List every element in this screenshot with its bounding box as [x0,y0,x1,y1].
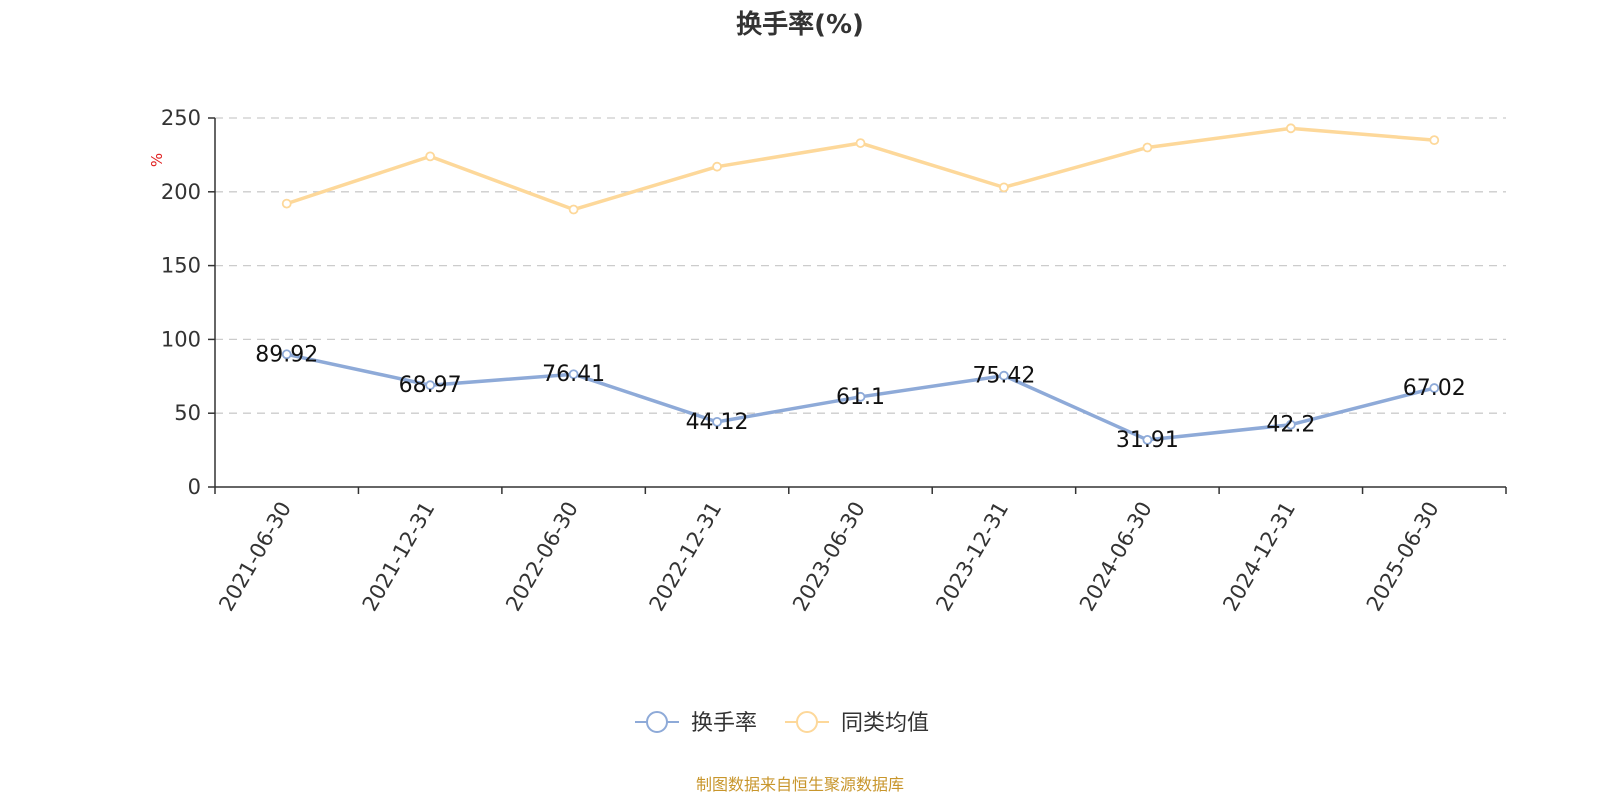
data-point-1[interactable] [1285,123,1296,134]
legend-item-0[interactable]: 换手率 [635,711,757,736]
data-point-1[interactable] [425,151,436,162]
data-point-1[interactable] [1429,135,1440,146]
series-lines [281,123,1440,445]
grid-lines [215,117,1506,414]
x-tick-label: 2024-06-30 [1075,498,1157,616]
y-tick-label: 50 [174,401,201,425]
data-label: 68.97 [399,373,462,398]
data-point-1[interactable] [1142,142,1153,153]
x-tick-label: 2022-06-30 [501,498,583,616]
data-point-0[interactable] [425,380,436,391]
legend-label: 换手率 [691,711,757,736]
y-tick-label: 200 [161,180,201,204]
data-point-0[interactable] [1142,435,1153,445]
x-tick-label: 2023-12-31 [931,498,1013,616]
y-tick-label: 150 [161,254,201,278]
legend-item-1[interactable]: 同类均值 [785,711,929,736]
data-label: 31.91 [1116,428,1179,453]
legend-marker [796,711,818,733]
y-tick-label: 250 [161,106,201,130]
data-point-0[interactable] [1285,419,1296,430]
data-point-1[interactable] [568,204,579,215]
data-label: 89.92 [255,342,318,367]
data-point-0[interactable] [999,370,1009,381]
x-tick-label: 2021-12-31 [358,497,440,615]
data-point-1[interactable] [999,182,1009,193]
legend-marker [646,711,668,733]
x-tick-label: 2021-06-30 [214,498,296,616]
legend-label: 同类均值 [841,711,929,736]
chart-title: 换手率(%) [736,9,864,40]
source-note: 制图数据来自恒生聚源数据库 [696,775,904,794]
data-label: 67.02 [1403,376,1466,401]
data-point-1[interactable] [712,161,722,172]
x-tick-label: 2024-12-31 [1218,498,1300,616]
data-labels: 89.92 68.97 76.41 44.12 61.1 75.42 31.91 42.2 67… [255,342,1466,453]
data-label: 44.12 [686,410,749,435]
data-point-0[interactable] [712,416,722,427]
y-tick-label: 0 [188,475,201,499]
data-point-1[interactable] [281,198,292,209]
x-tick-label: 2023-06-30 [788,498,870,616]
data-label: 76.41 [542,362,605,387]
data-point-1[interactable] [855,138,866,148]
x-tick-label: 2022-12-31 [645,498,727,616]
data-label: 42.2 [1266,413,1315,438]
y-tick-label: 100 [161,327,201,351]
data-point-0[interactable] [855,391,866,402]
x-tick-label: 2025-06-30 [1362,498,1444,616]
data-label: 75.42 [972,364,1035,389]
axes: 0 50 100 150 200 250 2021-06-30 2021-12-31 2022-… [161,106,1507,616]
legend[interactable]: 换手率 同类均值 [635,711,929,736]
y-axis-unit-label: % [148,153,166,167]
data-point-0[interactable] [1429,383,1440,393]
data-label: 61.1 [836,385,885,410]
data-point-0[interactable] [281,349,292,360]
data-point-0[interactable] [568,369,579,380]
